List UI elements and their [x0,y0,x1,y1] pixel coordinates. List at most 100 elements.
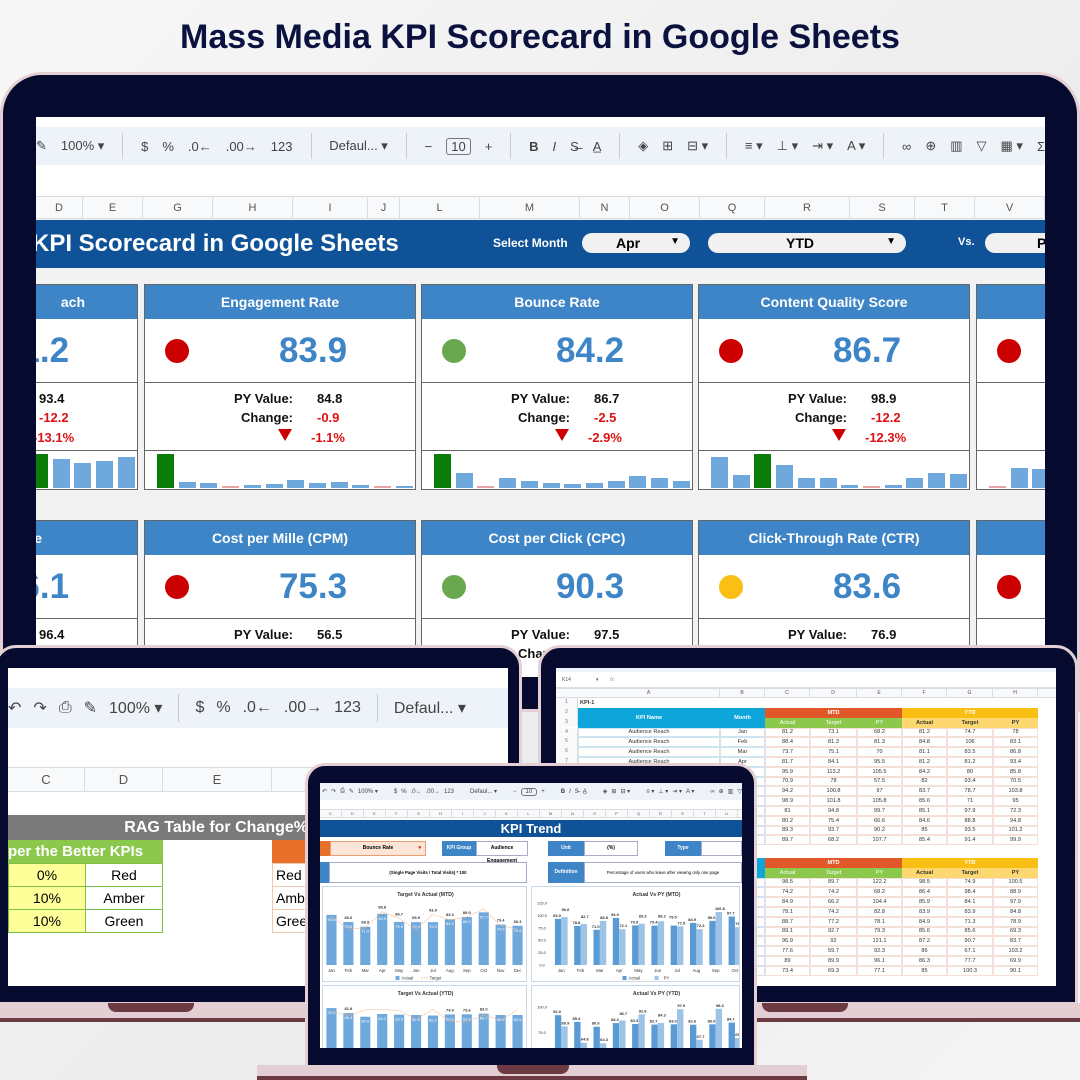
link-icon[interactable]: ∞ [902,138,912,154]
zoom-select[interactable]: 100% ▾ [357,789,378,795]
mtd-header[interactable]: MTD [765,708,902,718]
table-cell[interactable]: Audience Reach [578,737,720,748]
filter-icon[interactable]: ▽ [976,138,987,153]
table-cell[interactable]: 66.6 [857,815,902,826]
column-header-q[interactable]: Q [628,810,650,817]
table-cell[interactable]: 84.9 [902,916,947,927]
table-cell[interactable]: 77.7 [947,956,993,966]
table-cell[interactable]: 99.9 [993,835,1038,846]
text-color-icon[interactable]: A̲ [582,788,587,795]
table-cell[interactable]: 68.2 [810,835,857,846]
table-cell[interactable]: 89.9 [810,956,857,966]
column-header-t[interactable]: T [694,810,716,817]
decrease-decimal-icon[interactable]: .0← [242,699,272,716]
column-header-e[interactable]: E [83,197,143,218]
font-size-increase-icon[interactable]: + [541,788,545,795]
table-cell[interactable]: 86 [902,946,947,956]
column-header-i[interactable]: I [452,810,474,817]
column-header-l[interactable]: L [518,810,540,817]
percent-icon[interactable]: % [162,138,174,154]
table-cell[interactable]: 83.5 [947,747,993,757]
column-header-h[interactable]: H [993,689,1038,697]
table-cell[interactable]: 97 [857,786,902,797]
text-color-icon[interactable]: A̲ [592,138,602,154]
column-header-g[interactable]: G [408,810,430,817]
column-header-f[interactable]: F [386,810,408,817]
table-cell[interactable]: 77.6 [765,946,810,956]
paint-format-icon[interactable]: ✎ [348,789,354,795]
table-cell[interactable]: 81.2 [947,757,993,767]
zoom-select[interactable]: 100% ▾ [109,700,163,717]
table-cell[interactable]: 98.5 [902,877,947,888]
table-cell[interactable]: 96.9 [765,936,810,947]
column-header-o[interactable]: O [584,810,606,817]
column-header-h[interactable]: H [430,810,452,817]
period-dropdown[interactable]: YTD ▼ [708,233,906,253]
table-cell[interactable]: 97.9 [993,897,1038,907]
month-dropdown[interactable]: Apr ▼ [582,233,690,253]
table-cell[interactable]: 75.1 [810,747,857,757]
column-header-r[interactable]: R [650,810,672,817]
column-header-j[interactable]: J [474,810,496,817]
table-cell[interactable]: 104.4 [857,897,902,907]
table-cell[interactable]: 78 [810,776,857,787]
column-header-m[interactable]: M [480,197,580,218]
font-size-field[interactable]: 10 [446,137,471,155]
column-header-d[interactable]: D [85,768,163,791]
table-cell[interactable]: 82.8 [857,907,902,917]
text-rotation-icon[interactable]: A ▾ [847,138,866,153]
table-cell[interactable]: 85.4 [902,835,947,846]
subheader-target[interactable]: Target [947,867,993,878]
paint-format-icon[interactable]: ✎ [83,700,98,717]
column-header-c[interactable]: C [765,689,810,697]
column-header-e[interactable]: E [163,768,272,791]
table-cell[interactable]: 83.7 [902,786,947,797]
table-cell[interactable]: 84.6 [902,815,947,826]
subheader-target[interactable]: Target [810,717,857,728]
table-cell[interactable]: 73.7 [765,747,810,757]
vertical-align-icon[interactable]: ⊥ ▾ [776,138,799,153]
table-cell[interactable]: 89.1 [765,926,810,937]
table-cell[interactable]: 70.5 [993,776,1038,787]
column-header-p[interactable]: P [606,810,628,817]
fill-color-icon[interactable]: ◈ [638,138,649,153]
redo-icon[interactable]: ↷ [33,700,47,717]
font-size-decrease-icon[interactable]: − [513,788,517,795]
text-wrap-icon[interactable]: ⇥ ▾ [812,138,834,153]
threshold-cell[interactable]: 10% [8,886,86,910]
table-cell[interactable]: 93.5 [947,825,993,836]
table-cell[interactable]: 74.2 [810,887,857,898]
functions-table-icon[interactable]: ▦ ▾ [1000,138,1023,153]
font-size-increase-icon[interactable]: + [484,138,493,154]
subheader-actual[interactable]: Actual [902,867,947,878]
font-size-field[interactable]: 10 [520,787,538,796]
kpi-name-header[interactable]: KPI Name [578,708,720,728]
column-header-m[interactable]: M [540,810,562,817]
column-header-o[interactable]: O [630,197,700,218]
number-format-icon[interactable]: 123 [270,138,293,154]
table-cell[interactable]: 93.4 [947,776,993,787]
table-cell[interactable]: 67.1 [947,946,993,956]
column-header-d[interactable]: D [36,197,83,218]
table-cell[interactable]: 89.7 [810,877,857,888]
column-header-c[interactable]: C [8,768,85,791]
table-cell[interactable]: 94.8 [993,815,1038,826]
table-cell[interactable]: 81 [765,806,810,816]
subheader-py[interactable]: PY [993,717,1038,728]
table-cell[interactable]: 68.2 [857,887,902,898]
subheader-py[interactable]: PY [993,867,1038,878]
table-cell[interactable]: 88.4 [765,737,810,748]
table-cell[interactable]: 74.9 [947,877,993,888]
table-cell[interactable]: Mar [720,747,765,757]
table-cell[interactable]: 88.8 [947,815,993,826]
table-cell[interactable]: 71 [947,796,993,806]
table-cell[interactable]: 92.7 [810,926,857,937]
text-rotation-icon[interactable]: A ▾ [685,789,695,795]
table-cell[interactable]: 80.2 [765,815,810,826]
fill-color-icon[interactable]: ◈ [602,789,608,795]
strikethrough-icon[interactable]: S̶ [570,138,579,154]
table-cell[interactable]: 75.4 [810,815,857,826]
table-cell[interactable]: 80 [947,766,993,777]
italic-icon[interactable]: I [569,788,571,795]
column-header-d[interactable]: D [810,689,857,697]
